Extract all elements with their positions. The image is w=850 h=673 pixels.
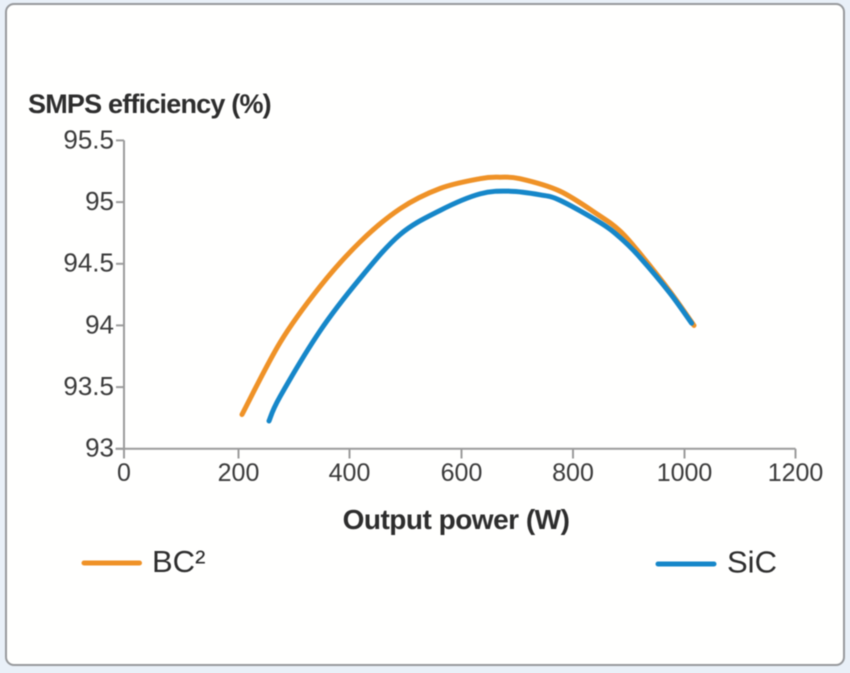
svg-text:1000: 1000 (657, 459, 713, 487)
svg-text:94: 94 (85, 309, 114, 339)
svg-text:93.5: 93.5 (63, 371, 114, 401)
svg-text:600: 600 (441, 459, 483, 487)
svg-text:400: 400 (329, 459, 371, 487)
svg-text:SMPS efficiency (%): SMPS efficiency (%) (28, 89, 271, 119)
svg-text:95.5: 95.5 (63, 124, 114, 154)
svg-text:SiC: SiC (727, 545, 777, 580)
svg-text:94.5: 94.5 (63, 248, 114, 278)
svg-text:93: 93 (85, 433, 114, 463)
svg-text:Output power (W): Output power (W) (343, 504, 570, 535)
svg-text:0: 0 (117, 459, 131, 487)
svg-text:800: 800 (552, 459, 594, 487)
svg-text:200: 200 (218, 459, 260, 487)
svg-text:BC²: BC² (152, 544, 205, 579)
svg-text:1200: 1200 (768, 459, 824, 487)
svg-text:95: 95 (85, 186, 114, 216)
